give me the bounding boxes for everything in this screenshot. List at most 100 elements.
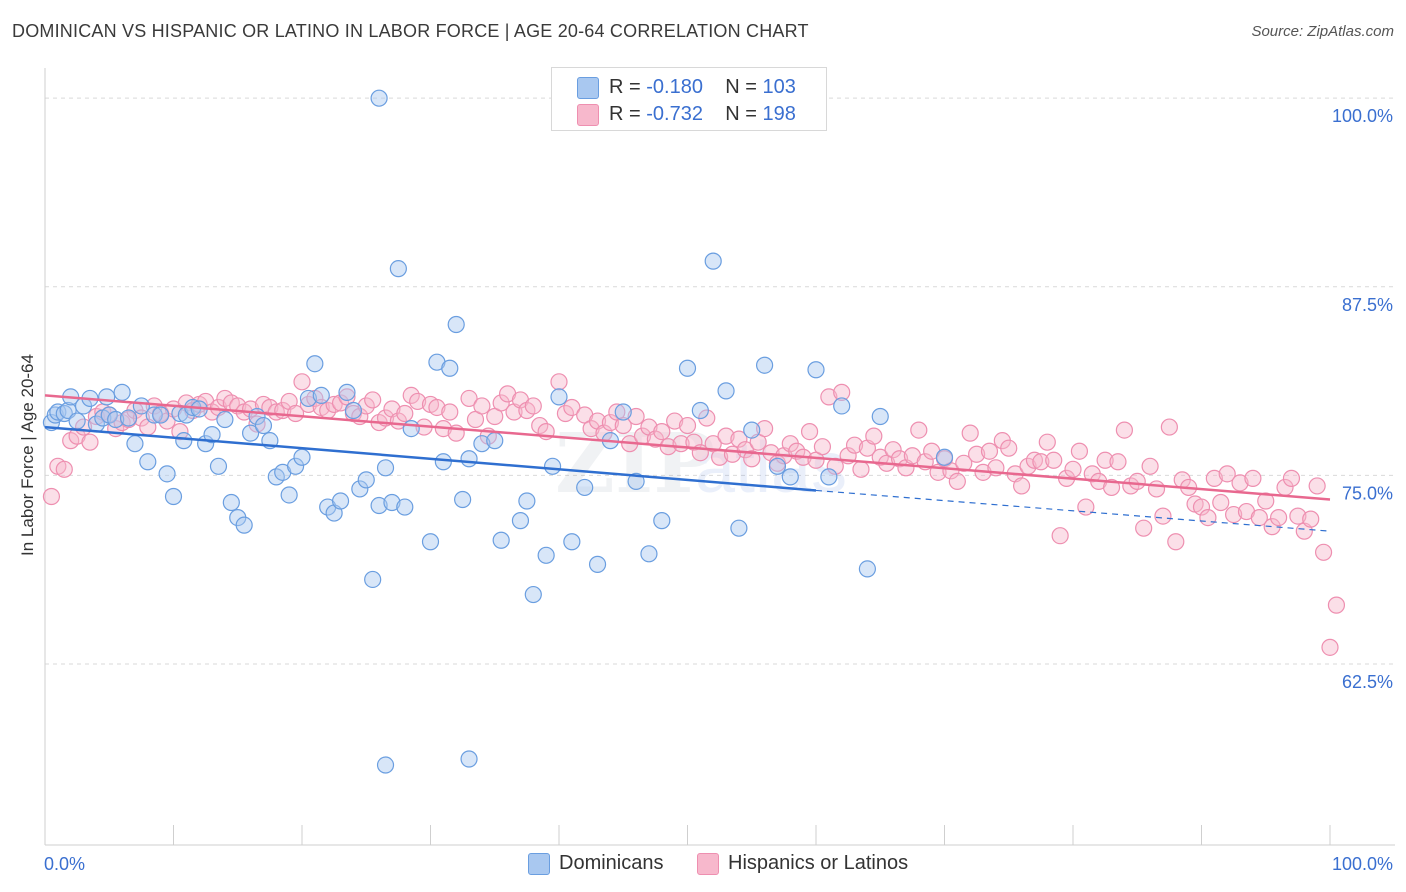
data-point-hispanics (409, 392, 427, 411)
data-point-dominicans (235, 516, 253, 534)
data-point-hispanics (1327, 596, 1346, 614)
data-point-hispanics (293, 373, 311, 391)
data-point-dominicans (389, 260, 407, 278)
data-point-dominicans (518, 492, 536, 510)
data-point-hispanics (865, 427, 883, 445)
data-point-dominicans (768, 457, 787, 475)
legend-n-value-hispanics: 198 (762, 103, 796, 125)
data-point-hispanics (171, 423, 189, 441)
data-point-dominicans (807, 361, 825, 379)
data-point-hispanics (910, 421, 928, 439)
data-point-hispanics (325, 395, 343, 414)
data-point-hispanics (1212, 493, 1230, 512)
data-point-hispanics (55, 460, 73, 478)
data-point-dominicans (781, 468, 799, 486)
data-point-hispanics (1225, 505, 1243, 524)
data-point-dominicans (402, 419, 420, 438)
data-point-hispanics (813, 438, 832, 456)
data-point-dominicans (357, 471, 375, 489)
data-point-hispanics (1308, 477, 1326, 495)
legend-n-label: N = (725, 103, 763, 125)
data-point-dominicans (306, 355, 324, 373)
data-point-dominicans (209, 457, 228, 475)
data-point-dominicans (242, 424, 260, 442)
legend-r-label: R = (609, 76, 647, 98)
data-point-hispanics (890, 450, 909, 468)
x-tick-label: 0.0% (44, 854, 85, 874)
data-point-hispanics (1051, 527, 1069, 545)
data-point-dominicans (858, 560, 877, 578)
data-point-hispanics (653, 423, 671, 441)
grid-lines (45, 97, 1395, 665)
data-point-hispanics (132, 409, 150, 427)
data-point-hispanics (1000, 439, 1018, 457)
data-point-hispanics (1064, 460, 1082, 478)
y-axis-label: In Labor Force | Age 20-64 (18, 354, 37, 556)
data-point-hispanics (1096, 451, 1114, 469)
data-point-hispanics (948, 472, 966, 490)
data-point-dominicans (383, 493, 401, 512)
data-point-hispanics (800, 423, 819, 441)
y-tick-label: 100.0% (1332, 106, 1393, 126)
data-point-dominicans (293, 448, 311, 466)
data-point-dominicans (126, 435, 144, 453)
data-point-hispanics (364, 391, 382, 409)
data-point-dominicans (460, 750, 478, 768)
data-point-hispanics (550, 373, 568, 391)
data-point-hispanics (1302, 510, 1320, 528)
chart-title: DOMINICAN VS HISPANIC OR LATINO IN LABOR… (12, 21, 809, 41)
data-point-hispanics (357, 397, 375, 415)
data-point-dominicans (351, 480, 369, 498)
data-point-hispanics (396, 404, 414, 423)
y-tick-labels: 62.5% 75.0% 87.5% 100.0% (1332, 106, 1393, 692)
data-point-dominicans (164, 487, 183, 506)
data-point-hispanics (402, 386, 420, 404)
data-point-hispanics (1257, 492, 1275, 510)
data-point-hispanics (1115, 421, 1134, 439)
data-point-hispanics (666, 412, 684, 430)
x-tick-label: 100.0% (1332, 854, 1393, 874)
data-point-dominicans (175, 432, 193, 450)
data-point-hispanics (1218, 465, 1236, 483)
data-point-hispanics (42, 487, 61, 506)
data-point-hispanics (968, 445, 986, 463)
data-point-hispanics (286, 404, 305, 423)
data-point-hispanics (531, 416, 549, 435)
data-point-dominicans (331, 492, 350, 510)
data-point-dominicans (833, 397, 851, 415)
data-point-hispanics (1321, 638, 1339, 656)
data-point-hispanics (1102, 478, 1121, 497)
data-point-hispanics (1282, 469, 1301, 487)
bottom-legend-label-hispanics: Hispanics or Latinos (728, 852, 909, 874)
data-point-hispanics (955, 454, 973, 472)
data-point-hispanics (1154, 507, 1172, 525)
data-point-hispanics (717, 427, 735, 445)
trend-lines (44, 394, 1331, 532)
data-point-dominicans (447, 315, 465, 334)
data-point-hispanics (755, 419, 774, 438)
data-point-dominicans (98, 388, 116, 406)
data-point-hispanics (852, 460, 870, 478)
data-point-dominicans (576, 478, 594, 497)
data-point-dominicans (376, 756, 395, 774)
bottom-legend-swatch-hispanics (697, 853, 719, 875)
data-point-hispanics (730, 430, 748, 448)
data-point-hispanics (1167, 533, 1185, 551)
data-point-dominicans (511, 512, 530, 530)
data-point-hispanics (833, 383, 851, 401)
data-point-dominicans (486, 432, 504, 450)
data-point-hispanics (460, 389, 478, 408)
data-point-dominicans (119, 409, 138, 427)
x-tick-labels: 0.0% 100.0% (44, 854, 1393, 874)
legend-r-value-dominicans: -0.180 (646, 76, 703, 98)
data-point-hispanics (1038, 433, 1056, 451)
data-point-dominicans (370, 89, 388, 107)
data-point-hispanics (884, 441, 902, 459)
data-point-dominicans (280, 486, 298, 504)
data-point-dominicans (107, 410, 125, 429)
data-point-dominicans (524, 585, 542, 604)
data-point-hispanics (1109, 453, 1127, 471)
data-point-hispanics (1244, 469, 1262, 487)
legend-n-label: N = (725, 76, 763, 98)
data-point-dominicans (543, 457, 562, 475)
